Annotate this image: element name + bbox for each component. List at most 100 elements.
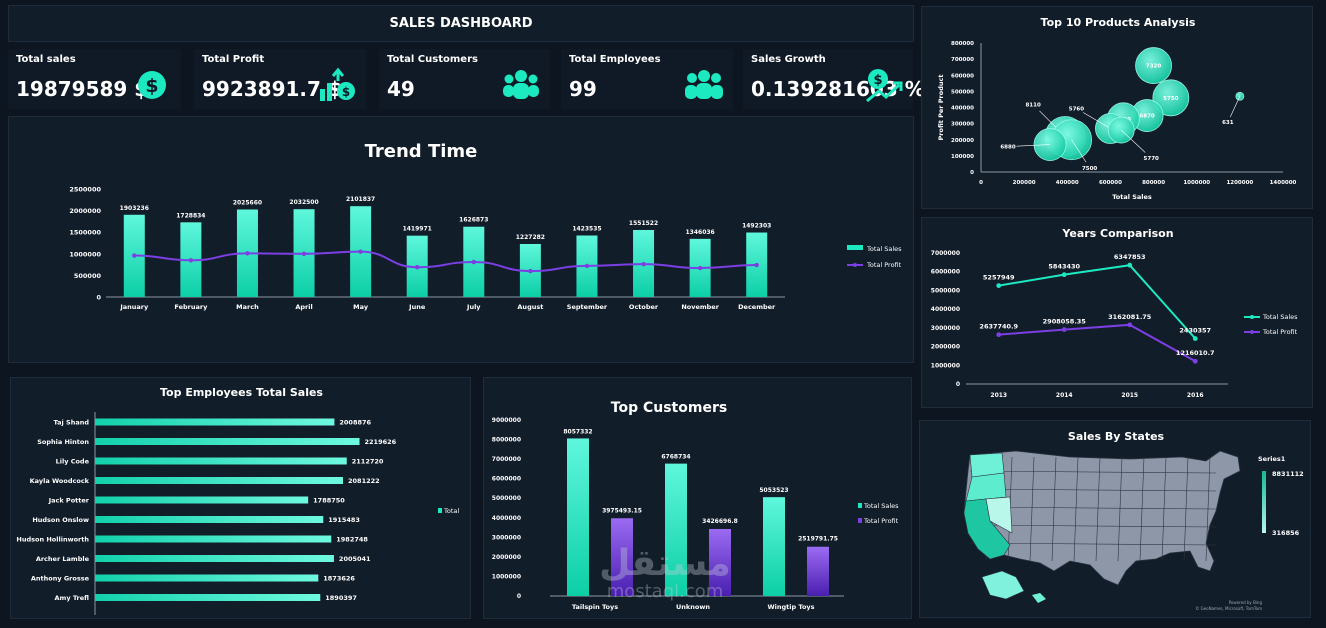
products-y-tick: 100000 xyxy=(951,154,974,160)
kpi-card-total-sales: Total sales 19879589 $ $ xyxy=(8,49,181,109)
kpi-card-sales-growth: Sales Growth 0.139281603 % $ xyxy=(743,49,925,109)
years-point xyxy=(1127,262,1133,268)
years-x-tick: 2015 xyxy=(1121,392,1138,399)
employees-value-label: 2081222 xyxy=(348,477,380,485)
products-bubble-label: 5760 xyxy=(1069,106,1084,112)
dashboard-header: SALES DASHBOARD xyxy=(8,5,914,42)
products-x-tick: 1400000 xyxy=(1270,180,1297,186)
kpi-label: Sales Growth xyxy=(751,54,826,65)
trend-x-tick: July xyxy=(466,303,481,311)
employees-category-label: Sophia Hinton xyxy=(37,438,89,446)
employees-bar xyxy=(95,477,344,484)
kpi-value: 99 xyxy=(569,77,597,101)
products-bubble xyxy=(1107,116,1135,144)
state-border xyxy=(1161,456,1167,562)
trend-profit-point xyxy=(415,264,420,270)
customers-profit-label: 2519791.75 xyxy=(798,536,838,543)
years-y-tick: 5000000 xyxy=(931,287,960,294)
employees-category-label: Hudson Hollinworth xyxy=(16,536,89,544)
products-y-tick: 0 xyxy=(970,170,974,176)
state-border xyxy=(969,542,1217,546)
customers-profit-bar xyxy=(709,528,731,596)
trend-profit-point xyxy=(301,251,307,256)
years-point xyxy=(996,332,1002,338)
years-chart: 0 1000000 2000000 3000000 4000000 5000000 6000… xyxy=(931,250,1298,399)
profit-growth-icon: $ xyxy=(320,67,355,101)
years-y-tick: 6000000 xyxy=(931,269,960,276)
trend-y-tick: 500000 xyxy=(74,272,102,280)
years-point xyxy=(1061,272,1067,278)
employees-category-label: Amy Trefl xyxy=(55,594,90,602)
kpi-label: Total Customers xyxy=(387,54,478,65)
state-border xyxy=(1095,456,1101,562)
customers-x-tick: Wingtip Toys xyxy=(767,603,814,611)
employees-bar xyxy=(95,496,309,504)
years-legend-sales: Total Sales xyxy=(1262,313,1298,321)
trend-x-tick: April xyxy=(295,303,312,311)
products-bubble-label: 8110 xyxy=(1025,103,1040,109)
customers-y-tick: 2000000 xyxy=(492,554,521,561)
customers-profit-bar xyxy=(807,546,829,596)
state-border xyxy=(1139,456,1145,562)
products-x-tick: 1200000 xyxy=(1226,180,1253,186)
state-nevada xyxy=(985,496,1013,534)
trend-bar-label: 1728834 xyxy=(176,212,205,219)
employees-title: Top Employees Total Sales xyxy=(160,386,323,399)
customers-panel: Top Customers 0 1000000 2000000 3000000 4000… xyxy=(483,377,912,619)
employees-value-label: 2112720 xyxy=(352,458,384,466)
customers-sales-bar xyxy=(665,463,687,596)
kpi-label: Total Employees xyxy=(569,54,661,65)
years-y-tick: 0 xyxy=(956,381,960,388)
employees-value-label: 2005041 xyxy=(339,555,371,563)
employees-bar xyxy=(95,555,334,562)
states-title: Sales By States xyxy=(1067,430,1165,443)
employees-category-label: Archer Lamble xyxy=(36,555,90,563)
trend-x-tick: October xyxy=(629,303,659,311)
trend-y-tick: 2000000 xyxy=(69,207,101,215)
trend-bar-label: 1423535 xyxy=(572,226,601,233)
customers-sales-label: 5053523 xyxy=(759,487,788,494)
states-panel: Sales By States Series1 8831112 316856 Powe… xyxy=(919,420,1311,618)
state-hawaii xyxy=(1032,593,1046,603)
employees-chart: Taj Shand 2008876 Sophia Hinton 2219626 Lily… xyxy=(16,412,459,615)
products-bubble xyxy=(1152,79,1190,117)
years-y-tick: 2000000 xyxy=(931,344,960,351)
trend-bar-label: 1419971 xyxy=(403,226,432,233)
products-bubble xyxy=(1135,47,1172,84)
kpi-value: 49 xyxy=(387,77,415,101)
trend-x-tick: June xyxy=(408,303,426,311)
trend-bar-label: 1626873 xyxy=(459,217,488,224)
trend-legend-sales-swatch xyxy=(847,245,863,250)
products-x-tick: 200000 xyxy=(1013,180,1036,186)
products-bubble-label: 7320 xyxy=(1146,64,1161,70)
map-legend-title: Series1 xyxy=(1258,455,1286,463)
trend-bar-label: 1903236 xyxy=(120,205,149,212)
years-point xyxy=(1061,327,1067,332)
trend-bar-label: 2101837 xyxy=(346,196,375,203)
trend-x-tick: November xyxy=(681,303,719,311)
customers-y-tick: 8000000 xyxy=(492,437,521,444)
years-x-tick: 2013 xyxy=(990,392,1007,399)
trend-x-tick: December xyxy=(738,303,776,311)
trend-title: Trend Time xyxy=(364,141,478,162)
products-x-tick: 400000 xyxy=(1056,180,1079,186)
customers-x-tick: Unknown xyxy=(676,603,710,611)
trend-profit-point xyxy=(358,249,363,254)
kpi-card-total-employees: Total Employees 99 xyxy=(561,49,733,109)
employees-category-label: Hudson Onslow xyxy=(32,516,89,524)
trend-legend-profit-dot xyxy=(853,263,857,267)
kpi-card-total-profit: Total Profit 9923891.7 $ $ xyxy=(194,49,366,109)
sales-growth-icon: $ xyxy=(866,69,903,103)
products-bubble xyxy=(1235,91,1245,101)
employees-category-label: Lily Code xyxy=(56,458,90,466)
trend-panel: Trend Time 0 500000 1000000 1500000 2000000 2… xyxy=(8,116,914,363)
trend-bar-label: 1551522 xyxy=(629,220,658,227)
customers-y-tick: 1000000 xyxy=(492,573,521,580)
employees-legend-swatch xyxy=(438,508,442,513)
years-y-tick: 3000000 xyxy=(931,325,960,332)
employees-value-label: 1890397 xyxy=(325,594,357,602)
employees-category-label: Jack Potter xyxy=(48,497,90,505)
trend-bar-label: 1346036 xyxy=(686,229,715,236)
state-oregon xyxy=(965,472,1007,502)
kpi-label: Total sales xyxy=(16,54,76,65)
